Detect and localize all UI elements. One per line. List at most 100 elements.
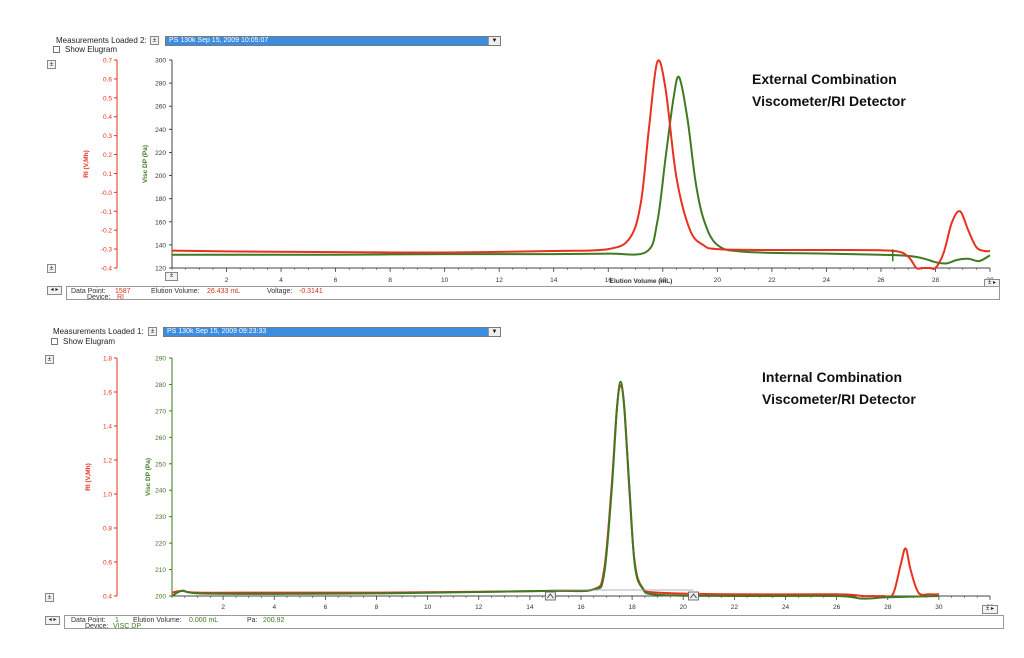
x-tick-label: 16 (605, 277, 613, 284)
elution-volume-label: Elution Volume: (151, 288, 200, 295)
annotation-line-1: External Combination (752, 71, 897, 87)
x-tick-label: 26 (833, 604, 841, 611)
chevron-down-icon[interactable]: ▼ (488, 328, 500, 336)
x-tick-label: 12 (475, 604, 483, 611)
right-y-tick-label: 200 (155, 173, 166, 180)
right-y-tick-label: 260 (155, 104, 166, 111)
top-chart-panel: Measurements Loaded 2: ± PS 130k Sep 15,… (0, 0, 1024, 320)
right-y-tick-label: 160 (155, 219, 166, 226)
x-tick-label: 22 (768, 277, 776, 284)
y-axis-top-spin-button[interactable]: ± (47, 60, 56, 69)
device-label: Device: (85, 623, 109, 630)
ri-series-line (171, 384, 939, 598)
right-y-tick-label: 120 (155, 266, 166, 273)
data-point-label: Data Point: (71, 617, 106, 624)
x-tick-label: 2 (225, 277, 229, 284)
y-axis-bottom-spin-button[interactable]: ± (45, 593, 54, 602)
x-axis-left-spin-button[interactable]: ± (165, 272, 178, 281)
right-y-tick-label: 230 (155, 514, 166, 521)
y-axis-bottom-spin-button[interactable]: ± (47, 264, 56, 273)
x-tick-label: 18 (659, 277, 667, 284)
left-y-tick-label: 0.4 (103, 114, 112, 121)
status-bar: Data Point: 1 Elution Volume: 0.000 mL P… (64, 615, 1004, 630)
right-y-tick-label: 200 (155, 594, 166, 601)
chart-external: -0.4 -0.3 -0.2 -0.1 -0.0 0.1 0.2 0.3 0.4 0.5 0.6 0.… (83, 58, 994, 286)
x-tick-label: 4 (272, 604, 276, 611)
y-axis-top-spin-button[interactable]: ± (45, 355, 54, 364)
right-y-axis-title: Visc DP (Pa) (145, 458, 152, 496)
left-y-axis-title: RI (V,Mh) (83, 150, 90, 178)
show-elugram-label: Show Elugram (63, 337, 116, 346)
show-elugram-checkbox[interactable] (53, 46, 60, 53)
x-tick-label: 14 (550, 277, 558, 284)
show-elugram-checkbox[interactable] (51, 338, 58, 345)
x-tick-label: 8 (375, 604, 379, 611)
voltage-label: Voltage: (267, 288, 293, 295)
measurement-select[interactable]: PS 130k Sep 15, 2009 10:05:07 ▼ (165, 36, 501, 46)
right-y-tick-label: 260 (155, 435, 166, 442)
x-tick-label: 18 (629, 604, 637, 611)
elution-volume-value: 0.000 mL (189, 617, 219, 624)
x-tick-label: 8 (388, 277, 392, 284)
device-value: RI (117, 294, 124, 301)
chart-internal: 0.40.60.81.01.21.41.61.8RI (V,Mh)2002102… (85, 356, 994, 612)
voltage-value: -0.3141 (299, 288, 323, 295)
status-scroll-button[interactable]: ◂ ▸ (47, 286, 62, 295)
data-point-value: 1 (115, 617, 119, 624)
left-y-tick-label: 0.3 (103, 133, 112, 140)
left-y-tick-label: -0.4 (101, 266, 113, 273)
data-point-value: 1587 (115, 288, 131, 295)
x-tick-label: 20 (714, 277, 722, 284)
status-scroll-button[interactable]: ◂ ▸ (45, 616, 60, 625)
right-y-tick-label: 280 (155, 81, 166, 88)
right-y-tick-label: 240 (155, 127, 166, 134)
left-y-tick-label: -0.0 (101, 190, 113, 197)
measurements-toolbar: Measurements Loaded 1: ± PS 130k Sep 15,… (0, 322, 1024, 362)
baseline-marker-glyph (690, 593, 697, 599)
measurement-spin-button[interactable]: ± (150, 36, 159, 45)
annotation-line-1: Internal Combination (762, 369, 902, 385)
left-y-tick-label: 0.7 (103, 58, 112, 65)
x-tick-label: 28 (932, 277, 940, 284)
x-tick-label: 10 (424, 604, 432, 611)
right-y-tick-label: 210 (155, 567, 166, 574)
right-y-tick-label: 180 (155, 196, 166, 203)
x-axis-title: Elution Volume (mL) (610, 278, 673, 285)
x-axis-right-spin-button[interactable]: ± ▸ (982, 605, 998, 614)
measurement-spin-button[interactable]: ± (148, 327, 157, 336)
left-y-tick-label: 0.2 (103, 152, 112, 159)
annotation-title: Internal Combination Viscometer/RI Detec… (762, 366, 916, 410)
data-point-label: Data Point: (71, 288, 106, 295)
elution-volume-label: Elution Volume: (133, 617, 182, 624)
right-y-tick-label: 270 (155, 408, 166, 415)
left-y-tick-label: 0.4 (103, 594, 112, 601)
measurement-select[interactable]: PS 130k Sep 15, 2009 09:23:33 ▼ (163, 327, 501, 337)
annotation-title: External Combination Viscometer/RI Detec… (752, 68, 906, 112)
right-y-tick-label: 280 (155, 382, 166, 389)
right-y-tick-label: 240 (155, 488, 166, 495)
measurements-toolbar: Measurements Loaded 2: ± PS 130k Sep 15,… (0, 0, 1024, 54)
x-tick-label: 20 (680, 604, 688, 611)
baseline-marker (544, 591, 556, 601)
left-y-tick-label: -0.3 (101, 247, 113, 254)
x-tick-label: 10 (441, 277, 449, 284)
baseline-marker-glyph (547, 593, 554, 599)
right-y-tick-label: 300 (155, 58, 166, 65)
left-y-tick-label: 0.5 (103, 95, 112, 102)
x-tick-label: 24 (823, 277, 831, 284)
ri-series-line (171, 59, 991, 271)
left-y-tick-label: 1.0 (103, 492, 112, 499)
right-y-tick-label: 220 (155, 150, 166, 157)
pressure-value: 200.92 (263, 617, 285, 624)
visc-series-line (172, 75, 991, 265)
right-y-tick-label: 290 (155, 356, 166, 363)
x-tick-label: 2 (221, 604, 225, 611)
measurements-loaded-label: Measurements Loaded 1: (53, 327, 144, 336)
device-value: VISC DP (113, 623, 142, 630)
left-y-tick-label: -0.1 (101, 209, 113, 216)
elution-volume-value: 26.433 mL (207, 288, 241, 295)
x-tick-label: 16 (577, 604, 585, 611)
measurements-loaded-label: Measurements Loaded 2: (56, 36, 147, 45)
chevron-down-icon[interactable]: ▼ (488, 37, 500, 45)
visc-series-line (171, 380, 939, 600)
